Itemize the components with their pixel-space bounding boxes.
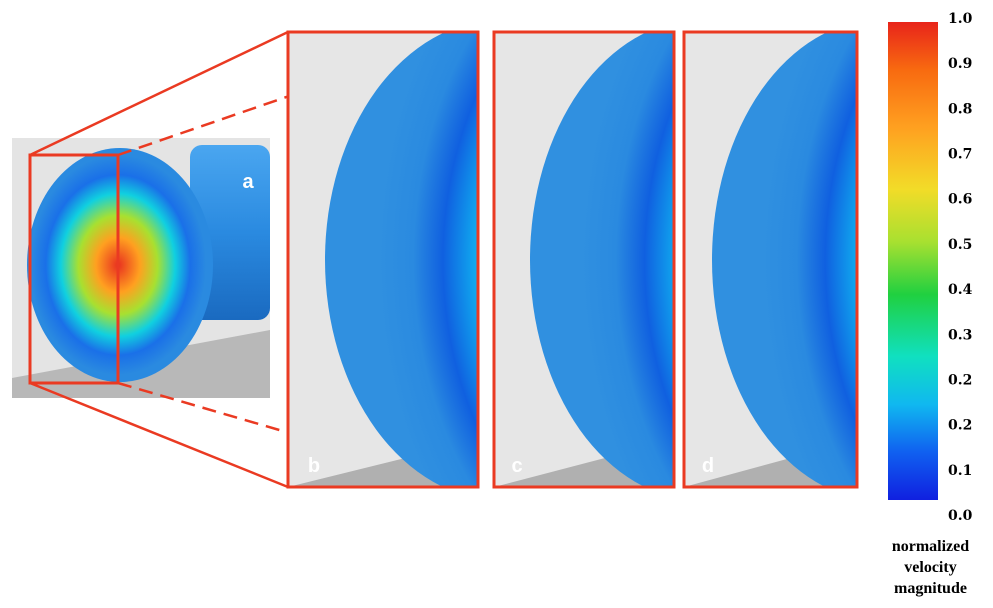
colorbar-tick-label: 0.3 <box>948 327 972 343</box>
panel-a: a <box>12 138 270 398</box>
colorbar-tick-label: 0.4 <box>948 282 973 298</box>
colorbar-tick-label: 0.0 <box>948 508 973 524</box>
colorbar-tick-label: 0.9 <box>948 56 972 72</box>
panel-label-d: d <box>702 455 714 477</box>
panel-d-frame <box>682 30 859 489</box>
panel-label-c: c <box>511 455 522 477</box>
colorbar-ticks: 1.0 0.9 0.8 0.7 0.6 0.5 0.4 0.3 0.2 0.2 0.1 0.0 <box>948 11 973 524</box>
colorbar-tick-label: 0.2 <box>948 418 972 434</box>
colorbar-tick-label: 0.1 <box>948 463 972 479</box>
colorbar-tick-label: 0.7 <box>948 147 972 163</box>
panel-label-a: a <box>242 171 254 193</box>
colorbar-tick-label: 0.8 <box>948 101 972 117</box>
panel-d <box>684 32 857 487</box>
panel-b-frame <box>286 30 480 489</box>
panel-c-frame <box>492 30 676 489</box>
panel-b-velocity-field <box>325 32 478 487</box>
panel-d-velocity-field <box>712 32 857 487</box>
colorbar-tick-label: 0.5 <box>948 237 972 253</box>
colorbar-tick-label: 0.6 <box>948 192 972 208</box>
panel-c <box>494 32 674 487</box>
colorbar-title-line-1: normalized <box>891 538 970 555</box>
panel-b <box>288 32 478 487</box>
colorbar-title-line-2: velocity <box>904 559 957 576</box>
colorbar <box>888 22 938 500</box>
panel-c-velocity-field <box>530 32 674 487</box>
colorbar-tick-label: 1.0 <box>948 11 973 27</box>
panel-label-b: b <box>308 455 320 477</box>
colorbar-title-line-3: magnitude <box>894 580 967 597</box>
colorbar-tick-label: 0.2 <box>948 372 972 388</box>
colorbar-title: normalized velocity magnitude <box>868 536 993 599</box>
